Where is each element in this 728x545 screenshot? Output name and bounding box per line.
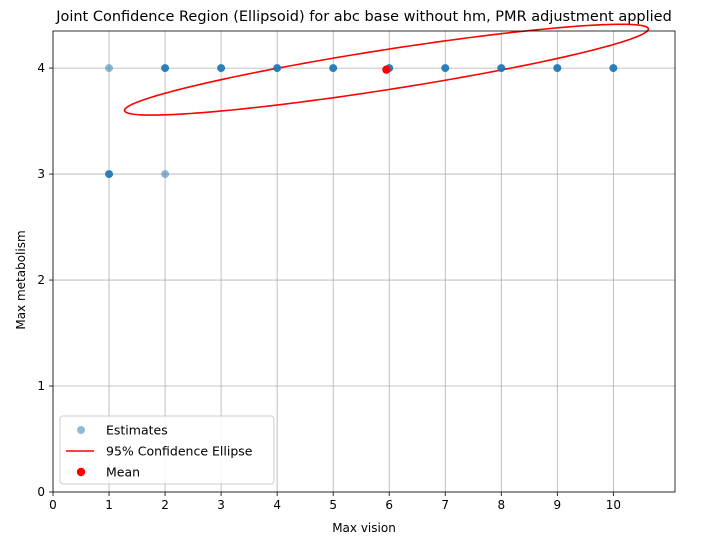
legend: Estimates 95% Confidence Ellipse Mean [59,415,275,485]
estimate-point [105,170,114,179]
legend-label: 95% Confidence Ellipse [106,444,253,459]
x-tick-label: 2 [161,498,169,512]
estimate-point [553,64,562,73]
x-tick-label: 4 [273,498,281,512]
mean-point [382,65,391,74]
legend-label: Estimates [106,423,168,438]
estimate-point [497,64,506,73]
x-tick-label: 10 [606,498,621,512]
chart-title: Joint Confidence Region (Ellipsoid) for … [55,9,672,25]
y-tick-label: 0 [37,485,45,499]
estimate-point [441,64,450,73]
legend-estimates-marker [77,426,85,434]
plot-frame [52,30,676,493]
estimate-point [105,64,114,73]
estimate-point [161,64,170,73]
legend-box [59,415,275,485]
y-tick-label: 3 [37,167,45,181]
grid [52,31,675,493]
x-tick-label: 9 [554,498,562,512]
estimate-point [217,64,226,73]
x-tick-label: 0 [49,498,57,512]
x-axis-title: Max vision [332,521,396,535]
x-tick-label: 5 [329,498,337,512]
estimate-point [609,64,618,73]
x-tick-label: 8 [497,498,505,512]
y-tick-label: 4 [37,61,45,75]
x-tick-label: 7 [441,498,449,512]
axes: 0 1 2 3 4 5 6 7 8 9 10 0 1 2 3 4 [37,30,676,512]
confidence-ellipse [123,23,650,116]
estimate-point [161,170,170,179]
y-tick-label: 2 [37,273,45,287]
y-axis-title: Max metabolism [14,230,28,329]
x-tick-label: 3 [217,498,225,512]
estimate-point [273,64,282,73]
legend-label: Mean [106,465,140,480]
legend-mean-marker [76,467,86,477]
y-tick-label: 1 [37,379,45,393]
estimate-point [329,64,338,73]
confidence-ellipse-layer [123,23,650,116]
x-tick-label: 6 [385,498,393,512]
x-tick-label: 1 [105,498,113,512]
scatter-points [105,64,618,179]
